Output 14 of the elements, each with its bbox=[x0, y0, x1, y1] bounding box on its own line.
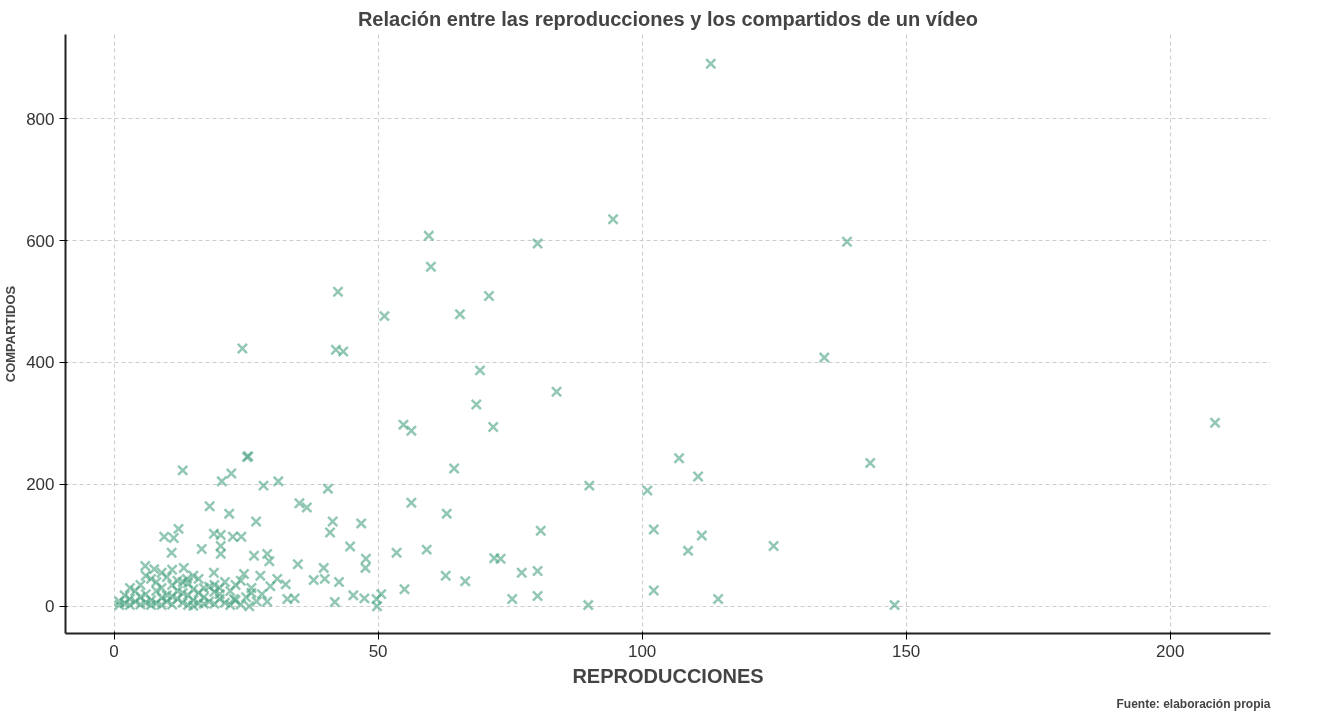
y-tick-label: 400 bbox=[26, 353, 55, 373]
source-note: Fuente: elaboración propia bbox=[1116, 696, 1271, 711]
x-axis-title: REPRODUCCIONES bbox=[572, 664, 764, 687]
y-tick-label: 800 bbox=[26, 109, 55, 129]
x-tick-label: 50 bbox=[368, 641, 388, 661]
y-axis-title: COMPARTIDOS bbox=[3, 285, 19, 383]
x-tick-label: 0 bbox=[109, 641, 119, 661]
chart-title: Relación entre las reproducciones y los compartidos de un vídeo bbox=[357, 7, 979, 30]
x-tick-label: 200 bbox=[1155, 641, 1185, 661]
y-tick-label: 600 bbox=[26, 231, 55, 251]
x-tick-label: 100 bbox=[627, 641, 657, 661]
y-tick-label: 200 bbox=[26, 475, 55, 495]
x-tick-label: 150 bbox=[891, 641, 921, 661]
y-tick-label: 0 bbox=[45, 597, 55, 617]
